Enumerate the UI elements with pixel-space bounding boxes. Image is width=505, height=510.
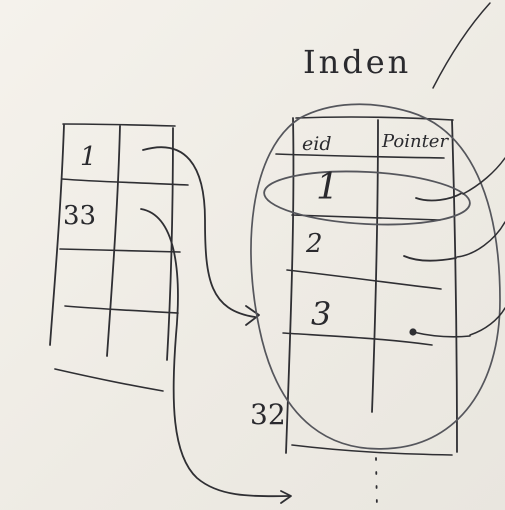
index-loop <box>250 103 501 450</box>
index-header-eid: eid <box>302 133 332 155</box>
highlight-ellipse <box>263 170 471 226</box>
base-row-2: 33 <box>63 201 97 231</box>
base-table-grid <box>49 123 189 392</box>
base-row-1: 1 <box>80 142 97 172</box>
base-to-index-arrows <box>140 146 292 504</box>
index-header-pointer: Pointer <box>382 131 449 152</box>
index-heading: Inden <box>303 43 412 81</box>
right-edge-curves <box>432 2 505 336</box>
pointer-marks <box>403 192 471 338</box>
index-row-1: 1 <box>316 167 339 208</box>
index-table-grid <box>275 116 458 510</box>
index-row-2: 2 <box>306 229 323 259</box>
index-row-3: 3 <box>311 295 332 333</box>
stray-label: 32 <box>250 398 286 431</box>
